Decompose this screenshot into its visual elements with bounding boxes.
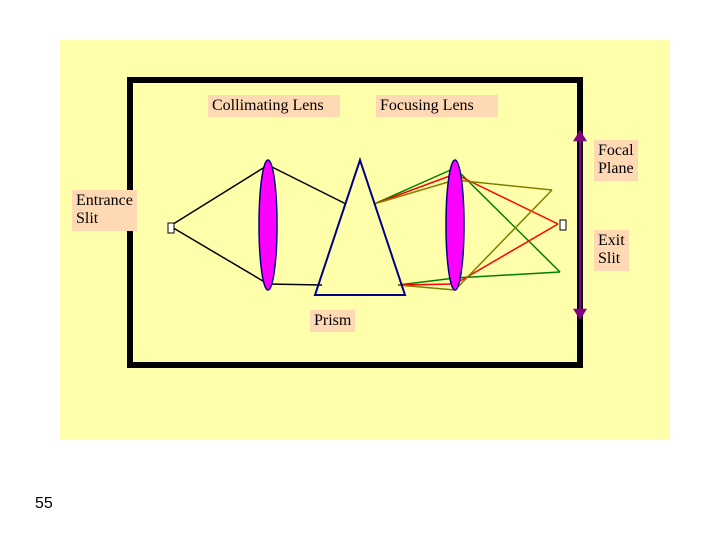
label-focusing-lens: Focusing Lens	[376, 95, 498, 117]
label-entrance-slit: Entrance Slit	[72, 190, 137, 231]
label-exit-slit: Exit Slit	[594, 230, 629, 271]
label-collimating-lens: Collimating Lens	[208, 95, 340, 117]
slide: Collimating Lens Focusing Lens Focal Pla…	[0, 0, 720, 540]
label-focal-plane: Focal Plane	[594, 140, 638, 181]
page-number: 55	[35, 495, 53, 513]
label-prism: Prism	[310, 310, 355, 332]
